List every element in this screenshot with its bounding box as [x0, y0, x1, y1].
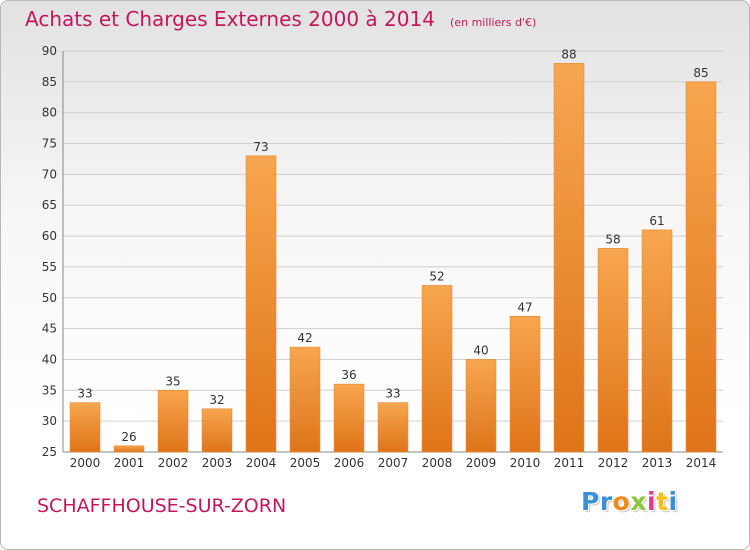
- data-label-2006: 36: [341, 368, 356, 382]
- title-row: Achats et Charges Externes 2000 à 2014 (…: [25, 7, 536, 31]
- y-tick-label: 25: [42, 445, 57, 459]
- y-tick-label: 30: [42, 414, 57, 428]
- data-label-2007: 33: [385, 387, 400, 401]
- bar-2008: [421, 285, 453, 453]
- x-tick-label-2013: 2013: [642, 456, 673, 470]
- x-tick-label-2009: 2009: [466, 456, 497, 470]
- logo-letter: t: [656, 487, 669, 516]
- y-tick-label: 90: [42, 44, 57, 58]
- data-label-2012: 58: [605, 232, 620, 246]
- y-tick-label: 45: [42, 322, 57, 336]
- data-label-2014: 85: [693, 66, 708, 80]
- bar-2006: [333, 383, 365, 453]
- x-tick-label-2010: 2010: [510, 456, 541, 470]
- y-tick-label: 65: [42, 198, 57, 212]
- x-tick-label-2014: 2014: [686, 456, 717, 470]
- x-tick-label-2004: 2004: [246, 456, 277, 470]
- data-label-2008: 52: [429, 269, 444, 283]
- chart-title: Achats et Charges Externes 2000 à 2014: [25, 7, 435, 31]
- y-tick-label: 60: [42, 229, 57, 243]
- data-label-2005: 42: [297, 331, 312, 345]
- bar-2012: [597, 248, 629, 453]
- data-label-2003: 32: [209, 393, 224, 407]
- bar-2010: [509, 315, 541, 453]
- data-label-2013: 61: [649, 214, 664, 228]
- x-tick-label-2012: 2012: [598, 456, 629, 470]
- proxiti-logo: Proxiti: [581, 487, 678, 516]
- logo-letter: i: [647, 487, 657, 516]
- logo-letter: i: [668, 487, 678, 516]
- y-tick-label: 85: [42, 75, 57, 89]
- x-tick-label-2001: 2001: [114, 456, 145, 470]
- y-tick-label: 40: [42, 352, 57, 366]
- x-tick-label-2000: 2000: [70, 456, 101, 470]
- bar-2013: [641, 229, 673, 453]
- x-tick-label-2005: 2005: [290, 456, 321, 470]
- data-label-2004: 73: [253, 140, 268, 154]
- data-label-2010: 47: [517, 300, 532, 314]
- logo-letter: o: [612, 487, 631, 516]
- bar-2002: [157, 390, 189, 453]
- chart-subtitle: (en milliers d'€): [450, 16, 537, 29]
- x-tick-label-2002: 2002: [158, 456, 189, 470]
- bar-2009: [465, 359, 497, 453]
- x-tick-label-2007: 2007: [378, 456, 409, 470]
- y-tick-label: 70: [42, 167, 57, 181]
- logo-letter: r: [599, 487, 613, 516]
- bar-2004: [245, 155, 277, 453]
- bar-2005: [289, 346, 321, 453]
- data-label-2001: 26: [121, 430, 136, 444]
- data-label-2009: 40: [473, 343, 488, 357]
- x-tick-label-2006: 2006: [334, 456, 365, 470]
- bar-2007: [377, 402, 409, 453]
- bar-2011: [553, 63, 585, 453]
- bar-2001: [113, 445, 145, 453]
- y-tick-label: 55: [42, 260, 57, 274]
- y-tick-label: 75: [42, 137, 57, 151]
- logo-letter: P: [581, 487, 600, 516]
- y-tick-label: 35: [42, 383, 57, 397]
- logo-letter: x: [630, 487, 647, 516]
- data-label-2000: 33: [77, 387, 92, 401]
- bar-2000: [69, 402, 101, 453]
- data-label-2002: 35: [165, 374, 180, 388]
- y-tick-label: 80: [42, 106, 57, 120]
- data-label-2011: 88: [561, 47, 576, 61]
- bar-2003: [201, 408, 233, 453]
- bar-2014: [685, 81, 717, 453]
- commune-name: SCHAFFHOUSE-SUR-ZORN: [37, 495, 287, 517]
- x-tick-label-2011: 2011: [554, 456, 585, 470]
- x-tick-label-2008: 2008: [422, 456, 453, 470]
- x-tick-label-2003: 2003: [202, 456, 233, 470]
- y-tick-label: 50: [42, 291, 57, 305]
